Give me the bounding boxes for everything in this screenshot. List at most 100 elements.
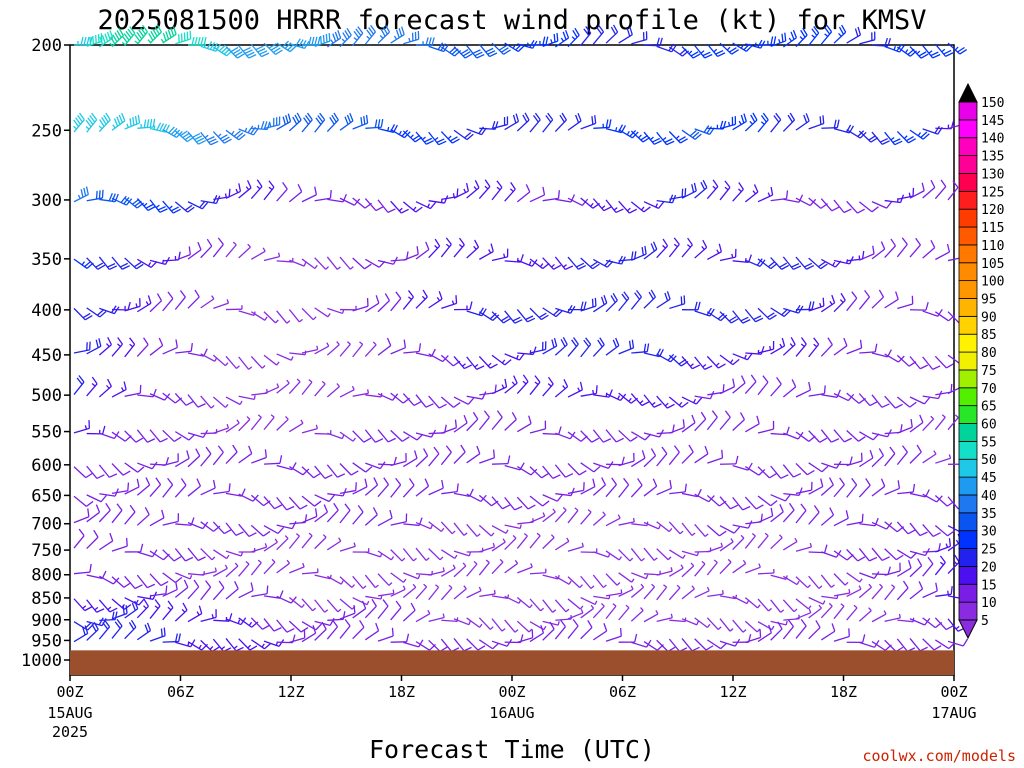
barb-shaft <box>782 509 795 523</box>
barb-shaft <box>732 464 749 471</box>
barb-flag <box>770 507 774 517</box>
wind-barb <box>288 419 304 433</box>
barb-shaft <box>238 638 251 651</box>
barb-flag <box>314 36 318 46</box>
barb-flag <box>129 504 136 513</box>
wind-barb <box>833 456 853 466</box>
barb-half-flag <box>663 584 668 588</box>
barb-flag <box>165 456 170 466</box>
barb-flag <box>514 319 523 324</box>
barb-shaft <box>162 460 179 467</box>
barb-flag <box>329 117 335 125</box>
barb-shaft <box>934 416 946 431</box>
barb-flag <box>380 28 386 37</box>
barb-flag <box>112 34 118 43</box>
colorbar-label: 15 <box>981 578 997 593</box>
wind-barb <box>707 449 724 464</box>
wind-barb <box>238 523 257 537</box>
barb-flag <box>170 27 175 37</box>
barb-shaft <box>212 587 225 601</box>
barb-flag <box>724 410 731 418</box>
wind-barb <box>846 430 866 442</box>
barb-half-flag <box>341 434 345 439</box>
wind-barb <box>124 597 145 606</box>
barb-flag <box>122 470 131 476</box>
barb-shaft <box>504 562 518 574</box>
barb-shaft <box>377 345 392 356</box>
barb-shaft <box>174 296 186 310</box>
barb-flag <box>530 468 538 476</box>
wind-barb <box>238 416 251 432</box>
barb-flag <box>104 33 109 42</box>
barb-flag <box>755 317 764 323</box>
barb-flag <box>511 411 517 420</box>
barb-shaft <box>352 462 367 473</box>
barb-shaft <box>263 595 280 599</box>
wind-barb <box>137 461 158 470</box>
wind-barb <box>86 376 98 397</box>
barb-flag <box>350 470 359 476</box>
barb-flag <box>646 639 652 648</box>
wind-barb <box>111 112 126 131</box>
barb-flag <box>760 346 765 355</box>
wind-barb <box>352 597 370 606</box>
barb-flag <box>460 49 469 55</box>
barb-flag <box>659 37 663 46</box>
wind-barb <box>694 560 706 577</box>
wind-barb <box>98 464 118 478</box>
y-tick-label: 850 <box>31 589 62 609</box>
wind-barb <box>276 559 291 574</box>
wind-barb <box>124 504 136 525</box>
wind-barb <box>770 621 783 641</box>
barb-shaft <box>555 432 571 440</box>
barb-flag <box>681 188 684 197</box>
barb-shaft <box>200 298 215 309</box>
barb-flag <box>652 137 661 143</box>
barb-flag <box>932 365 941 370</box>
barb-shaft <box>770 628 783 641</box>
barb-half-flag <box>143 605 147 609</box>
barb-flag <box>770 36 774 45</box>
barb-shaft <box>478 416 490 431</box>
barb-shaft <box>390 429 403 442</box>
barb-shaft <box>238 453 253 464</box>
barb-flag <box>375 295 380 304</box>
barb-flag <box>745 45 753 52</box>
wind-barb <box>453 585 467 600</box>
wind-barb <box>846 513 864 526</box>
barb-shaft <box>757 495 772 507</box>
barb-flag <box>389 509 393 519</box>
wind-barb <box>707 542 724 553</box>
wind-barb <box>656 43 677 53</box>
wind-barb <box>656 567 673 576</box>
barb-half-flag <box>868 607 872 612</box>
colorbar-label: 80 <box>981 346 997 361</box>
barb-shaft <box>732 382 746 394</box>
barb-flag <box>113 118 119 127</box>
barb-flag <box>945 52 954 57</box>
barb-shaft <box>719 561 732 575</box>
barb-flag <box>500 315 509 322</box>
barb-flag <box>884 37 889 47</box>
wind-barb <box>820 24 833 45</box>
barb-flag <box>703 125 710 133</box>
barb-half-flag <box>511 381 516 386</box>
barb-half-flag <box>601 205 606 209</box>
wind-barb <box>491 180 503 201</box>
barb-shaft <box>174 548 186 562</box>
wind-barb <box>808 297 825 312</box>
barb-flag <box>752 112 758 121</box>
barb-half-flag <box>226 423 230 429</box>
wind-barb <box>719 618 734 632</box>
barb-flag <box>788 502 795 511</box>
wind-barb <box>225 638 244 652</box>
barb-flag <box>147 295 152 304</box>
barb-shaft <box>770 383 782 397</box>
barb-flag <box>93 529 99 538</box>
barb-half-flag <box>237 619 241 624</box>
barb-flag <box>328 32 331 42</box>
wind-barb <box>757 36 777 46</box>
wind-barb <box>453 414 468 433</box>
wind-barb <box>174 130 195 143</box>
wind-barb <box>441 295 458 310</box>
